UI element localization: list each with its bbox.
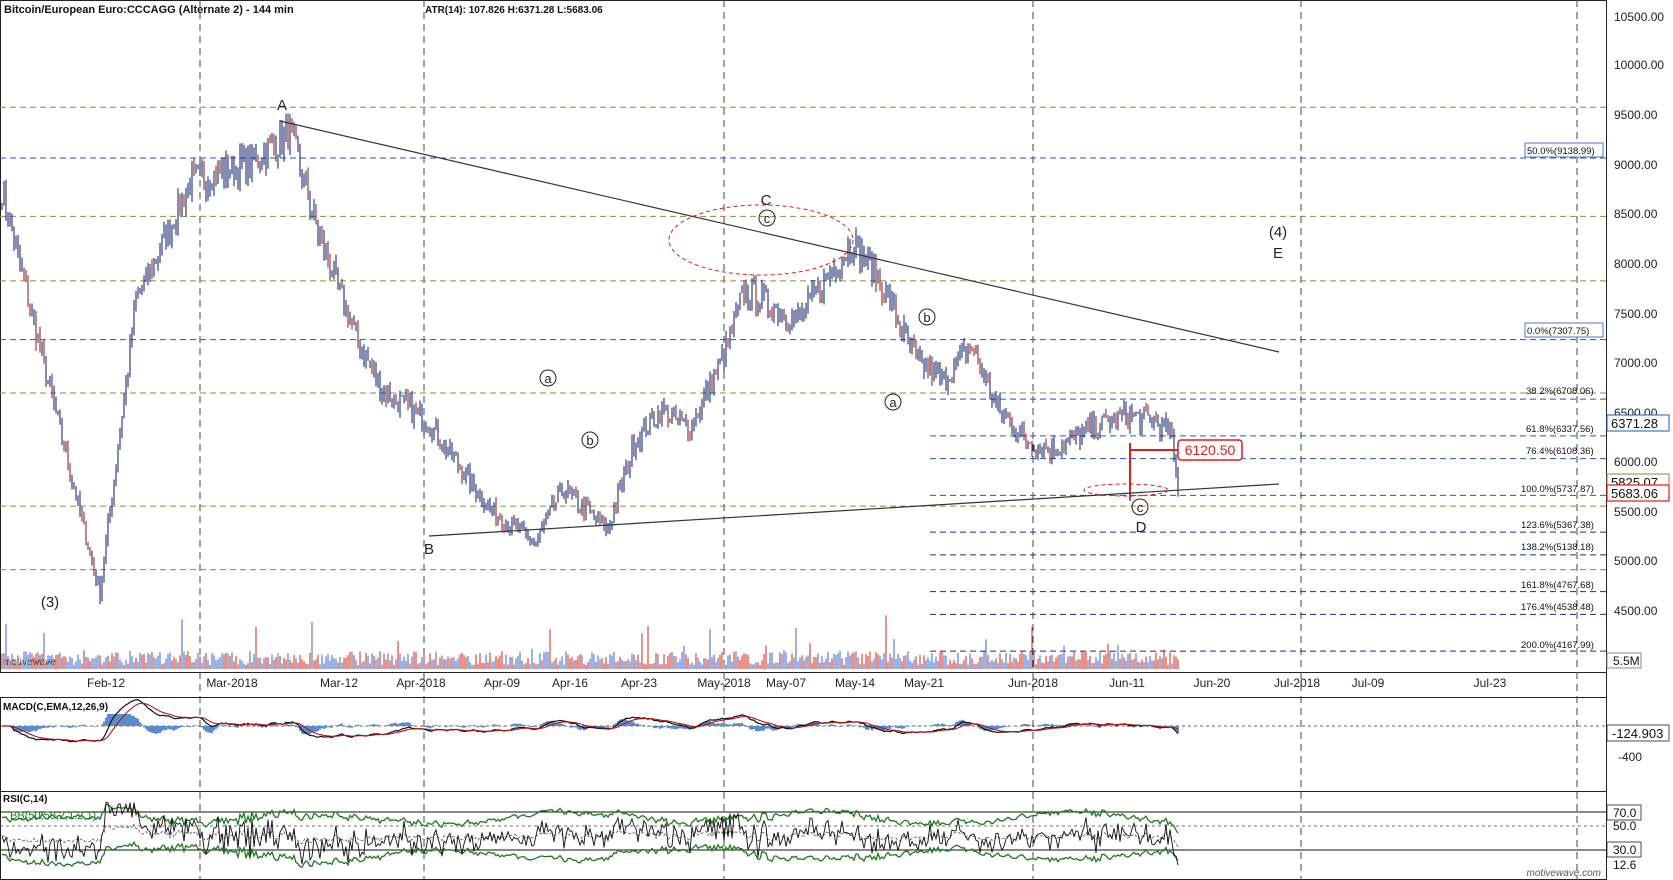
date-tick: May-07	[766, 676, 806, 690]
price-tick: 4500.00	[1614, 604, 1658, 618]
wave-label-b: B	[424, 541, 434, 558]
footer-watermark: motivewave.com	[1527, 868, 1601, 879]
price-tick: 10000.00	[1614, 58, 1664, 72]
fib-label-200: 200.0%(4167.99)	[1521, 640, 1594, 651]
fib-label-1236: 123.6%(5367.38)	[1521, 520, 1594, 531]
wave-label-a: A	[277, 97, 287, 114]
upper-trendline	[279, 120, 1280, 353]
rsi-tick-50: 50.0	[1613, 819, 1637, 833]
current-price-marker: 5683.06	[1611, 486, 1658, 501]
fib-label-1382: 138.2%(5138.18)	[1521, 542, 1594, 553]
rsi-value: 12.6	[1613, 858, 1637, 872]
fib-label-1764: 176.4%(4538.48)	[1521, 602, 1594, 613]
price-axis: 10500.00 10000.00 9500.00 9000.00 8500.0…	[1606, 10, 1670, 669]
wave-label-d: D	[1136, 519, 1147, 536]
target-box-label: 6120.50	[1185, 442, 1236, 458]
date-tick: Feb-12	[87, 676, 125, 690]
price-tick: 7500.00	[1614, 307, 1658, 321]
date-tick: Apr-09	[484, 676, 520, 690]
date-tick: Jun-2018	[1008, 676, 1058, 690]
date-tick: Jul-23	[1474, 676, 1507, 690]
rsi-bb-label: BB(50,50,2,1.2,1)	[10, 810, 96, 822]
date-tick: Apr-16	[552, 676, 588, 690]
price-tick: 5000.00	[1614, 554, 1658, 568]
rsi-line	[1, 802, 1179, 866]
macd-signal-line	[2, 702, 1179, 742]
volume-bars	[1, 615, 1179, 669]
small-watermark: motivewave	[3, 657, 56, 668]
wave-label-c: C	[761, 192, 772, 209]
macd-label: MACD(C,EMA,12,26,9)	[3, 702, 108, 713]
date-tick: Mar-12	[320, 676, 358, 690]
price-tick: 9500.00	[1614, 108, 1658, 122]
fib-label-100: 100.0%(5737.87)	[1521, 484, 1594, 495]
fib-label-618: 61.8%(6337.56)	[1526, 424, 1594, 435]
macd-tick: -400	[1618, 750, 1642, 764]
volume-scale-label: 5.5M	[1613, 654, 1640, 668]
chart-stats: ATR(14): 107.826 H:6371.28 L:5683.06	[425, 5, 603, 16]
wave-labels: (3) A B C c a b a b c D (4) E	[41, 97, 1287, 611]
rsi-tick-30: 30.0	[1613, 843, 1637, 857]
date-tick: May-14	[835, 676, 875, 690]
date-tick: Jul-09	[1352, 676, 1385, 690]
price-tick: 7000.00	[1614, 356, 1658, 370]
trendlines	[279, 120, 1280, 537]
date-tick: May-21	[904, 676, 944, 690]
date-tick: Mar-2018	[206, 676, 258, 690]
fib-labels: 50.0%(9138.99) 0.0%(7307.75) 38.2%(6708.…	[1521, 142, 1604, 651]
rsi-tick-70: 70.0	[1613, 806, 1637, 820]
wave-d-ellipse	[1083, 483, 1169, 497]
last-price-marker: 6371.28	[1611, 416, 1658, 431]
rsi-label: RSI(C,14)	[3, 794, 47, 805]
fib-label-0: 0.0%(7307.75)	[1527, 326, 1589, 337]
wave-label-e: E	[1273, 245, 1283, 262]
date-tick: Apr-23	[621, 676, 657, 690]
date-axis: Feb-12 Mar-2018 Mar-12 Apr-2018 Apr-09 A…	[87, 676, 1507, 690]
macd-value: -124.903	[1612, 726, 1663, 741]
date-tick: Jul-2018	[1274, 676, 1320, 690]
price-tick: 8500.00	[1614, 207, 1658, 221]
target-box: 6120.50	[1177, 439, 1243, 461]
date-tick: Jun-20	[1194, 676, 1231, 690]
price-candles	[1, 113, 1179, 605]
wave-label-4: (4)	[1269, 224, 1287, 241]
price-tick: 10500.00	[1614, 10, 1664, 24]
price-tick: 8000.00	[1614, 257, 1658, 271]
fib-level-lines	[0, 157, 1606, 652]
chart-title: Bitcoin/European Euro:CCCAGG (Alternate …	[4, 4, 294, 16]
date-tick: Jun-11	[1109, 676, 1145, 690]
olive-level-lines	[0, 106, 1606, 571]
wave-label-a2-circled: a	[889, 395, 897, 410]
date-tick: Apr-2018	[396, 676, 446, 690]
fib-label-764: 76.4%(6108.36)	[1526, 446, 1594, 457]
wave-label-a1-circled: a	[544, 371, 552, 386]
wave-label-b2-circled: b	[923, 310, 930, 325]
price-tick: 5500.00	[1614, 505, 1658, 519]
fib-label-1618: 161.8%(4767.68)	[1521, 580, 1594, 591]
date-tick: May-2018	[697, 676, 751, 690]
wave-label-c-circled: c	[764, 211, 771, 226]
rsi-bb-lower	[1, 840, 1179, 869]
lower-trendline	[428, 483, 1280, 537]
wave-label-3: (3)	[41, 594, 59, 611]
wave-label-b1-circled: b	[586, 433, 593, 448]
price-tick: 9000.00	[1614, 158, 1658, 172]
price-tick: 6000.00	[1614, 455, 1658, 469]
fib-upper-label: 50.0%(9138.99)	[1527, 146, 1595, 157]
wave-label-c2-circled: c	[1137, 500, 1144, 515]
fib-label-382: 38.2%(6708.06)	[1526, 386, 1594, 397]
rsi-bb-upper	[1, 803, 1179, 834]
wave-c-ellipse	[668, 204, 854, 276]
